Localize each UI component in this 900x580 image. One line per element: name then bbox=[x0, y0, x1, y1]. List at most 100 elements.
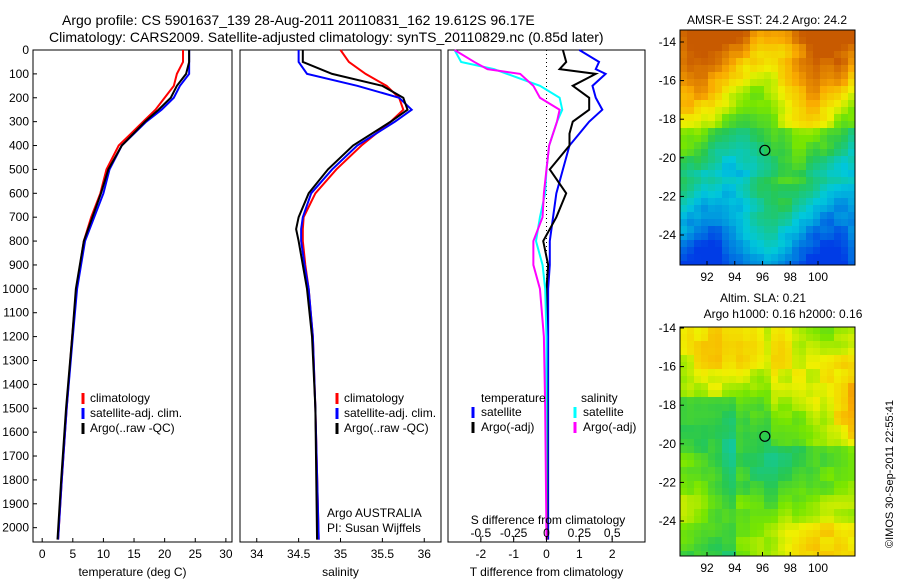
map-cell bbox=[820, 327, 828, 335]
map-cell bbox=[708, 170, 716, 178]
map-cell bbox=[680, 390, 688, 398]
map-cell bbox=[708, 37, 716, 45]
map-cell bbox=[820, 121, 828, 129]
difference-panel: -2 -1 0 1 2T difference from climatology-0.5… bbox=[447, 49, 646, 579]
map-cell bbox=[806, 170, 814, 178]
map-cell bbox=[764, 355, 772, 363]
map-cell bbox=[799, 369, 807, 377]
map-cell bbox=[820, 107, 828, 115]
map-cell bbox=[834, 544, 842, 552]
map-cell bbox=[841, 369, 849, 377]
map-cell bbox=[757, 411, 765, 419]
map-cell bbox=[848, 58, 856, 66]
map-cell bbox=[736, 86, 744, 94]
map-cell bbox=[722, 177, 730, 185]
map-cell bbox=[729, 495, 737, 503]
map-cell bbox=[813, 163, 821, 171]
map-cell bbox=[799, 163, 807, 171]
map-cell bbox=[764, 348, 772, 356]
map-cell bbox=[736, 44, 744, 52]
map-cell bbox=[848, 135, 856, 143]
map-cell bbox=[820, 149, 828, 157]
map-cell bbox=[827, 369, 835, 377]
map-cell bbox=[722, 37, 730, 45]
map-cell bbox=[827, 544, 835, 552]
map-cell bbox=[701, 149, 709, 157]
map-cell bbox=[722, 509, 730, 517]
lat-tick-label: -18 bbox=[659, 398, 677, 412]
map-cell bbox=[736, 254, 744, 262]
map-cell bbox=[785, 177, 793, 185]
map-cell bbox=[687, 481, 695, 489]
map-cell bbox=[750, 30, 758, 38]
map-cell bbox=[694, 135, 702, 143]
map-cell bbox=[834, 114, 842, 122]
map-cell bbox=[750, 114, 758, 122]
map-cell bbox=[757, 481, 765, 489]
map-cell bbox=[694, 79, 702, 87]
map-cell bbox=[750, 79, 758, 87]
map-cell bbox=[701, 156, 709, 164]
depth-tick-label: 900 bbox=[9, 258, 29, 272]
map-cell bbox=[848, 93, 856, 101]
map-cell bbox=[736, 383, 744, 391]
map-cell bbox=[834, 170, 842, 178]
map-cell bbox=[799, 212, 807, 220]
map-cell bbox=[771, 170, 779, 178]
map-cell bbox=[736, 135, 744, 143]
map-cell bbox=[715, 383, 723, 391]
map-cell bbox=[806, 376, 814, 384]
map-cell bbox=[820, 390, 828, 398]
map-cell bbox=[694, 163, 702, 171]
map-cell bbox=[701, 121, 709, 129]
map-cell bbox=[841, 44, 849, 52]
map-cell bbox=[687, 390, 695, 398]
map-cell bbox=[841, 376, 849, 384]
map-cell bbox=[785, 474, 793, 482]
map-cell bbox=[757, 121, 765, 129]
map-cell bbox=[792, 86, 800, 94]
map-cell bbox=[708, 530, 716, 538]
map-cell bbox=[771, 212, 779, 220]
map-cell bbox=[813, 198, 821, 206]
map-cell bbox=[827, 72, 835, 80]
map-cell bbox=[743, 509, 751, 517]
map-cell bbox=[694, 383, 702, 391]
map-cell bbox=[841, 425, 849, 433]
map-cell bbox=[687, 65, 695, 73]
map-cell bbox=[813, 205, 821, 213]
map-cell bbox=[771, 467, 779, 475]
map-cell bbox=[694, 502, 702, 510]
map-cell bbox=[806, 30, 814, 38]
map-cell bbox=[715, 348, 723, 356]
map-cell bbox=[848, 453, 856, 461]
map-cell bbox=[813, 348, 821, 356]
map-cell bbox=[820, 79, 828, 87]
map-cell bbox=[750, 37, 758, 45]
map-cell bbox=[799, 383, 807, 391]
map-cell bbox=[799, 114, 807, 122]
map-cell bbox=[785, 93, 793, 101]
map-cell bbox=[841, 544, 849, 552]
map-cell bbox=[750, 156, 758, 164]
map-cell bbox=[736, 530, 744, 538]
map-cell bbox=[694, 30, 702, 38]
map-cell bbox=[820, 460, 828, 468]
map-cell bbox=[806, 37, 814, 45]
map-cell bbox=[694, 425, 702, 433]
map-cell bbox=[750, 184, 758, 192]
map-cell bbox=[806, 530, 814, 538]
map-cell bbox=[715, 44, 723, 52]
map-cell bbox=[820, 254, 828, 262]
map-cell bbox=[736, 226, 744, 234]
map-cell bbox=[792, 184, 800, 192]
map-cell bbox=[820, 205, 828, 213]
map-cell bbox=[729, 233, 737, 241]
map-cell bbox=[820, 523, 828, 531]
map-cell bbox=[722, 149, 730, 157]
map-cell bbox=[778, 121, 786, 129]
map-cell bbox=[771, 79, 779, 87]
map-cell bbox=[792, 149, 800, 157]
map-cell bbox=[729, 247, 737, 255]
map-cell bbox=[792, 362, 800, 370]
